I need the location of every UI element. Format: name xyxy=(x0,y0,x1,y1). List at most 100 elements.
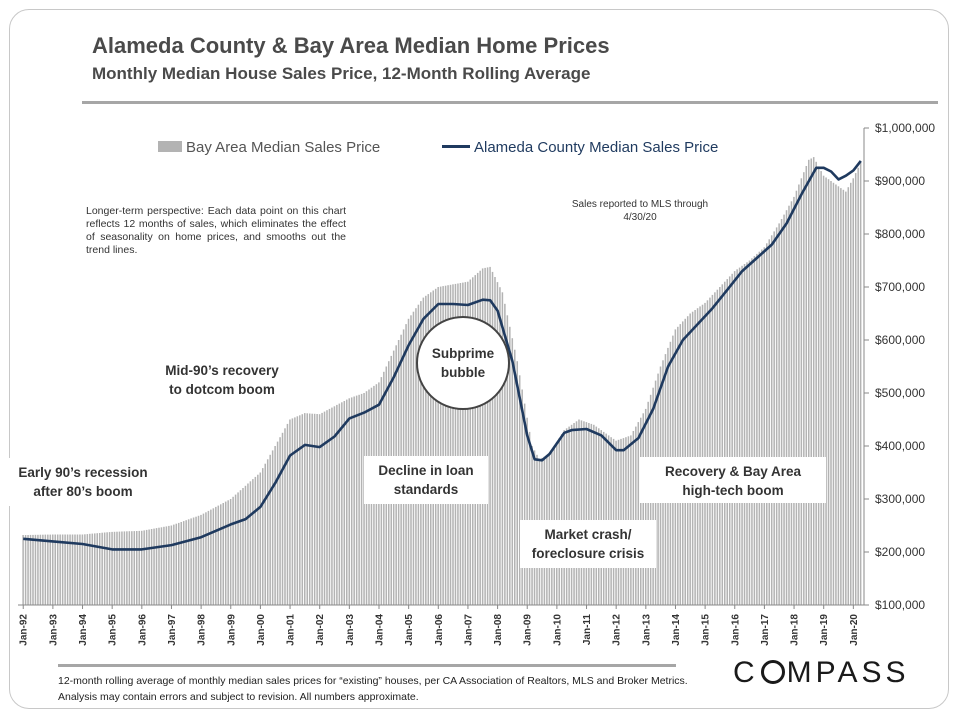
bar xyxy=(588,423,590,605)
bar xyxy=(598,428,600,605)
bar xyxy=(239,490,242,605)
annotations: Early 90’s recession after 80’s boom Mid-9… xyxy=(9,316,826,568)
bar xyxy=(788,205,790,605)
bar xyxy=(830,181,832,605)
bar xyxy=(763,247,766,606)
y-tick-label: $700,000 xyxy=(875,280,925,294)
bar xyxy=(321,412,323,605)
bar xyxy=(148,529,150,605)
bar xyxy=(215,506,217,605)
annotation-box xyxy=(9,458,157,506)
bar xyxy=(583,421,585,605)
bar xyxy=(229,499,232,605)
bar xyxy=(812,157,815,605)
bar xyxy=(719,287,721,605)
bar xyxy=(34,534,37,605)
bar xyxy=(126,531,128,605)
x-tick-label: Jan-94 xyxy=(78,614,89,646)
bar xyxy=(197,515,200,605)
bar xyxy=(457,283,459,605)
bar xyxy=(518,375,521,605)
bar xyxy=(249,481,252,605)
bar xyxy=(439,286,442,605)
bar xyxy=(348,398,350,605)
bar xyxy=(432,290,434,605)
bar xyxy=(338,403,341,605)
bar xyxy=(294,417,296,605)
bar xyxy=(145,529,148,605)
annotation-text: Subprime xyxy=(432,346,495,361)
bar xyxy=(751,258,753,605)
bar xyxy=(281,432,284,606)
bar xyxy=(192,517,195,605)
bar xyxy=(790,201,793,606)
sales-reported-note: Sales reported to MLS through 4/30/20 xyxy=(571,199,709,223)
bar xyxy=(434,288,437,605)
bar xyxy=(469,279,472,605)
bar xyxy=(165,526,168,605)
alameda-line xyxy=(23,160,862,551)
bar xyxy=(430,292,432,605)
bar xyxy=(56,534,59,605)
bar xyxy=(479,270,481,605)
bar xyxy=(355,395,358,605)
bar xyxy=(575,421,578,605)
bar xyxy=(721,284,724,605)
annotation-text: to dotcom boom xyxy=(169,382,275,397)
bar xyxy=(770,235,773,606)
bar xyxy=(284,428,286,605)
bar xyxy=(728,276,731,605)
bar xyxy=(494,277,496,605)
bar xyxy=(257,474,259,605)
bar xyxy=(761,249,763,605)
bar xyxy=(289,419,291,605)
perspective-note: Longer-term perspective: Each data point… xyxy=(80,201,352,261)
bar xyxy=(247,483,249,605)
x-tick-label: Jan-04 xyxy=(375,614,386,646)
x-tick-label: Jan-99 xyxy=(226,614,237,646)
y-tick-label: $800,000 xyxy=(875,227,925,241)
annotation-subprime: Subprime bubble xyxy=(416,316,510,410)
bar xyxy=(793,196,795,605)
bar xyxy=(832,182,835,606)
bar xyxy=(336,404,338,605)
x-tick-label: Jan-02 xyxy=(315,614,326,646)
x-tick-label: Jan-20 xyxy=(849,614,860,646)
bar xyxy=(343,401,346,605)
bar xyxy=(180,522,182,605)
annotation-text: Recovery & Bay Area xyxy=(665,464,802,479)
bar xyxy=(358,394,360,605)
x-tick-label: Jan-95 xyxy=(108,614,119,646)
bar xyxy=(516,361,518,605)
bar xyxy=(168,525,170,605)
bar xyxy=(341,402,343,605)
bar xyxy=(69,534,71,605)
bar xyxy=(323,411,326,605)
bar xyxy=(140,530,143,605)
bar xyxy=(753,256,756,605)
bar xyxy=(66,534,69,605)
title-divider xyxy=(82,101,938,104)
bar xyxy=(326,410,328,605)
bar xyxy=(741,265,743,605)
bar xyxy=(820,171,822,605)
bar xyxy=(459,283,462,605)
bar xyxy=(635,426,637,605)
bar xyxy=(222,503,224,605)
bar xyxy=(190,518,192,605)
bar xyxy=(845,191,847,605)
bar xyxy=(590,423,593,605)
bar xyxy=(521,389,523,605)
bar xyxy=(333,406,336,606)
bar xyxy=(859,162,862,605)
bar xyxy=(266,459,269,606)
annotation-text: high-tech boom xyxy=(682,483,783,498)
bar xyxy=(736,269,738,605)
annotation-early90s: Early 90’s recession after 80’s boom xyxy=(9,458,157,506)
bar xyxy=(847,187,850,605)
bar xyxy=(837,186,840,606)
bar xyxy=(585,422,588,605)
x-tick-label: Jan-00 xyxy=(256,614,267,646)
bar xyxy=(523,403,526,605)
bar xyxy=(810,158,812,605)
